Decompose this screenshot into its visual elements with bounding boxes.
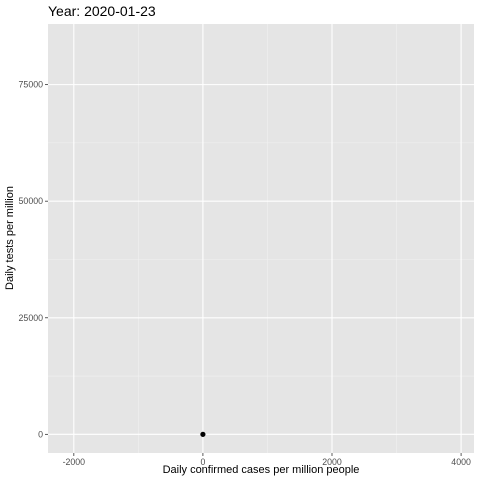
minor-grid-y: [48, 142, 474, 377]
x-tick-label: 2000: [322, 457, 342, 467]
chart-title: Year: 2020-01-23: [48, 3, 156, 19]
x-axis: -2000 0 2000 4000: [63, 453, 471, 467]
y-axis-title: Daily tests per million: [4, 186, 16, 290]
x-tick-label: -2000: [63, 457, 86, 467]
major-grid-x: [73, 24, 462, 453]
y-axis: 0 25000 50000 75000: [19, 80, 48, 439]
plot-panel: [48, 24, 474, 453]
major-grid-y: [48, 84, 474, 435]
y-tick-label: 75000: [19, 80, 44, 90]
points-layer: [200, 431, 206, 437]
y-tick-label: 25000: [19, 313, 44, 323]
x-tick-label: 0: [200, 457, 205, 467]
x-tick-label: 4000: [451, 457, 471, 467]
scatter-point: [200, 431, 206, 437]
y-tick-label: 0: [38, 429, 43, 439]
x-axis-title: Daily confirmed cases per million people: [163, 464, 360, 476]
y-tick-label: 50000: [19, 196, 44, 206]
minor-grid-x: [138, 24, 397, 453]
